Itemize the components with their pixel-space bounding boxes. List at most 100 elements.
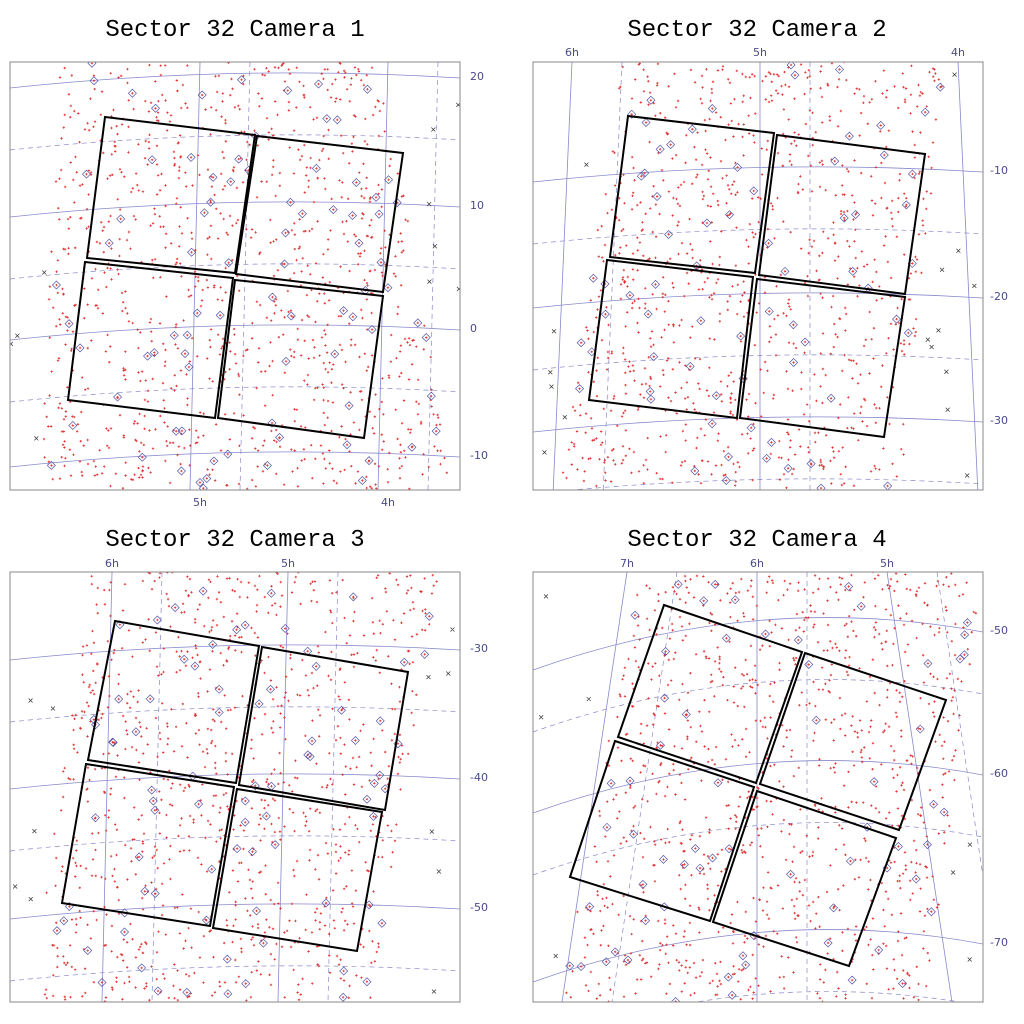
panel-content: [10, 572, 460, 1002]
dec-line-minor: [694, 991, 963, 1002]
bright-stars: [52, 586, 434, 1002]
dec-label: -30: [990, 414, 1008, 427]
dec-line-minor: [10, 134, 460, 151]
dec-line-minor: [569, 478, 983, 490]
dec-line: [10, 773, 460, 790]
outside-stars: [12, 627, 455, 994]
faint-stars: [43, 572, 438, 1002]
ra-label: 5h: [281, 557, 295, 570]
ra-line: [277, 572, 289, 1002]
ra-line-minor: [936, 572, 983, 879]
outside-stars: [542, 72, 977, 478]
ra-line-minor: [151, 572, 163, 1002]
ccd-outline: [568, 739, 756, 923]
dec-line: [10, 201, 460, 218]
ccd-outline: [85, 115, 257, 275]
dec-label: 10: [470, 199, 484, 212]
ra-label: 6h: [750, 557, 764, 570]
dec-line: [10, 644, 460, 661]
dec-label: 0: [470, 322, 477, 335]
dec-line-minor: [10, 835, 460, 852]
ra-label: 6h: [105, 557, 119, 570]
dec-label: -40: [470, 771, 488, 784]
dec-line: [10, 72, 460, 89]
ccd-outline: [66, 260, 235, 420]
dec-label: -30: [470, 642, 488, 655]
ccd-outline: [757, 133, 927, 296]
panel-content: [533, 572, 983, 1002]
ccd-outline: [587, 258, 755, 420]
sky-panel: Sector 32 Camera 2 6h 5h 4h -10 -20 -30: [532, 17, 1024, 491]
outside-stars: [10, 102, 460, 441]
faint-stars: [561, 62, 943, 490]
panel-title: Sector 32 Camera 3: [105, 527, 364, 554]
ra-label: 4h: [381, 496, 395, 509]
ra-line: [189, 62, 201, 490]
dec-label: 20: [470, 70, 484, 83]
sky-panel: Sector 32 Camera 3 6h 5h -30 -40 -50: [9, 527, 488, 1003]
dec-line-minor: [10, 965, 460, 982]
ra-line: [886, 572, 953, 1002]
faint-stars: [42, 62, 449, 490]
ra-line: [957, 62, 979, 490]
panel-title: Sector 32 Camera 4: [627, 527, 886, 554]
panel-title: Sector 32 Camera 2: [627, 17, 886, 44]
sky-panel: Sector 32 Camera 4 7h 6h 5h -50 -60 -70: [532, 527, 1008, 1003]
dec-line: [533, 929, 983, 983]
ra-label: 6h: [565, 46, 579, 59]
ccd-outline: [234, 134, 405, 294]
dec-line: [533, 416, 983, 433]
ra-label: 5h: [753, 46, 767, 59]
dec-line: [533, 617, 983, 671]
dec-label: -60: [990, 767, 1008, 780]
dec-line: [533, 166, 983, 183]
panel-title: Sector 32 Camera 1: [105, 17, 364, 44]
dec-label: -10: [990, 164, 1008, 177]
ccd-outline: [60, 762, 236, 928]
dec-label: -20: [990, 290, 1008, 303]
dec-line-minor: [10, 386, 460, 403]
dec-line: [10, 903, 460, 920]
dec-line-minor: [10, 263, 460, 280]
bright-stars: [46, 62, 441, 490]
dec-line-minor: [533, 822, 983, 876]
bright-stars: [575, 62, 945, 490]
ccd-outline: [86, 619, 261, 785]
dec-line: [10, 324, 460, 341]
ccd-outline: [216, 278, 385, 440]
sky-panel: Sector 32 Camera 1 5h 4h 20 10 0 -10: [9, 17, 488, 509]
panel-frame: [9, 61, 461, 491]
dec-line-minor: [533, 679, 983, 733]
ccd-outline: [608, 114, 776, 275]
ccd-outline: [211, 787, 384, 953]
ra-line-minor: [327, 572, 339, 1002]
ra-line: [561, 572, 628, 1002]
ccd-outline: [758, 651, 948, 832]
ra-label: 4h: [951, 46, 965, 59]
ra-line: [101, 572, 113, 1002]
panel-frame: [532, 61, 984, 491]
ccd-outline: [237, 645, 410, 812]
dec-label: -10: [470, 449, 488, 462]
dec-label: -50: [990, 624, 1008, 637]
panel-frame: [532, 571, 984, 1003]
faint-stars: [565, 572, 978, 1002]
dec-line: [10, 451, 460, 468]
outside-stars: [538, 594, 973, 962]
panel-content: [10, 62, 460, 490]
ra-line: [552, 62, 573, 490]
ccd-outline: [738, 277, 907, 439]
ra-label: 7h: [620, 557, 634, 570]
dec-label: -70: [990, 936, 1008, 949]
dec-label: -50: [470, 901, 488, 914]
ra-line-minor: [611, 572, 678, 1002]
dec-line: [533, 292, 983, 309]
dec-line-minor: [533, 228, 983, 245]
panel-content: [533, 62, 1024, 490]
dec-line-minor: [533, 354, 983, 371]
ccd-outline: [616, 603, 804, 785]
ra-line-minor: [1008, 62, 1024, 490]
ccd-outline: [711, 789, 898, 968]
bright-stars: [565, 579, 972, 1002]
